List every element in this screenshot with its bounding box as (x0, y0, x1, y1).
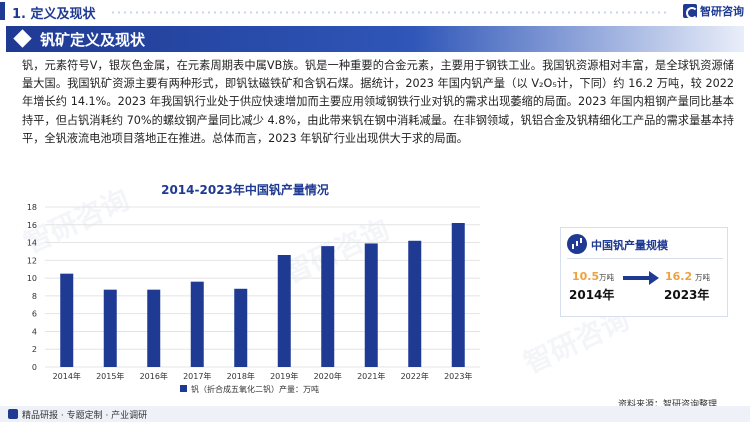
bar (234, 288, 248, 367)
x-tick-label: 2018年 (227, 371, 255, 381)
legend-swatch (180, 385, 187, 392)
footer-logo-icon (8, 409, 18, 419)
body-paragraph: 钒，元素符号V，银灰色金属，在元素周期表中属VB族。钒是一种重要的合金元素，主要… (22, 59, 734, 145)
section-title: 钒矿定义及现状 (40, 31, 146, 49)
x-tick-label: 2016年 (140, 371, 168, 381)
source-note: 资料来源：智研咨询整理 (618, 400, 718, 410)
y-tick-label: 2 (32, 345, 37, 354)
top-bar: 1. 定义及现状 智研咨询 (0, 0, 750, 24)
bar (321, 246, 335, 367)
start-year: 2014年 (569, 288, 615, 302)
info-card: 中国钒产量规模 10.5 万吨 16.2 万吨 2014年 2023年 (560, 227, 728, 317)
y-tick-label: 6 (32, 310, 37, 319)
arrow-right-icon (623, 271, 659, 285)
x-tick-label: 2019年 (270, 371, 298, 381)
footer-text: 精品研报 · 专题定制 · 产业调研 (22, 411, 148, 421)
bar (190, 281, 204, 367)
bar (60, 273, 74, 367)
card-title: 中国钒产量规模 (591, 239, 668, 252)
section-banner: 钒矿定义及现状 (6, 26, 744, 52)
y-tick-label: 14 (27, 239, 37, 248)
diamond-icon (13, 29, 32, 48)
x-tick-label: 2023年 (444, 371, 472, 381)
x-tick-label: 2017年 (183, 371, 211, 381)
bar (408, 240, 422, 367)
x-tick-label: 2020年 (314, 371, 342, 381)
footer: 精品研报 · 专题定制 · 产业调研 (0, 406, 750, 422)
section-label: 1. 定义及现状 (12, 7, 96, 22)
dotted-divider (110, 11, 670, 14)
chart-title: 2014-2023年中国钒产量情况 (161, 183, 329, 197)
end-unit: 万吨 (695, 273, 710, 282)
y-tick-label: 18 (27, 203, 37, 212)
y-tick-label: 8 (32, 292, 37, 301)
y-tick-label: 0 (32, 363, 37, 372)
bar (277, 255, 291, 367)
y-tick-label: 10 (27, 274, 37, 283)
card-divider (567, 258, 723, 259)
brand: 智研咨询 (683, 3, 744, 19)
bar (147, 289, 161, 367)
brand-logo-icon (683, 4, 698, 19)
y-tick-label: 4 (32, 327, 37, 336)
bar (364, 243, 378, 367)
x-tick-label: 2015年 (96, 371, 124, 381)
bar (103, 289, 117, 367)
bar-chart-icon (567, 234, 587, 254)
x-tick-label: 2022年 (401, 371, 429, 381)
bar-chart: 0 2 4 6 8 10 12 14 16 18 2014年 2015年 2016年 2017年 2018年… (27, 203, 480, 394)
legend-label: 钒（折合成五氧化二钒）产量：万吨 (191, 384, 319, 394)
x-tick-label: 2021年 (357, 371, 385, 381)
end-year: 2023年 (664, 288, 710, 302)
y-tick-label: 12 (27, 256, 37, 265)
brand-name: 智研咨询 (700, 5, 744, 18)
x-tick-label: 2014年 (53, 371, 81, 381)
end-value: 16.2 (665, 270, 693, 283)
start-unit: 万吨 (599, 273, 614, 282)
bar (451, 223, 465, 367)
start-value: 10.5 (572, 270, 600, 283)
accent-bar (0, 2, 5, 20)
y-tick-label: 16 (27, 221, 37, 230)
